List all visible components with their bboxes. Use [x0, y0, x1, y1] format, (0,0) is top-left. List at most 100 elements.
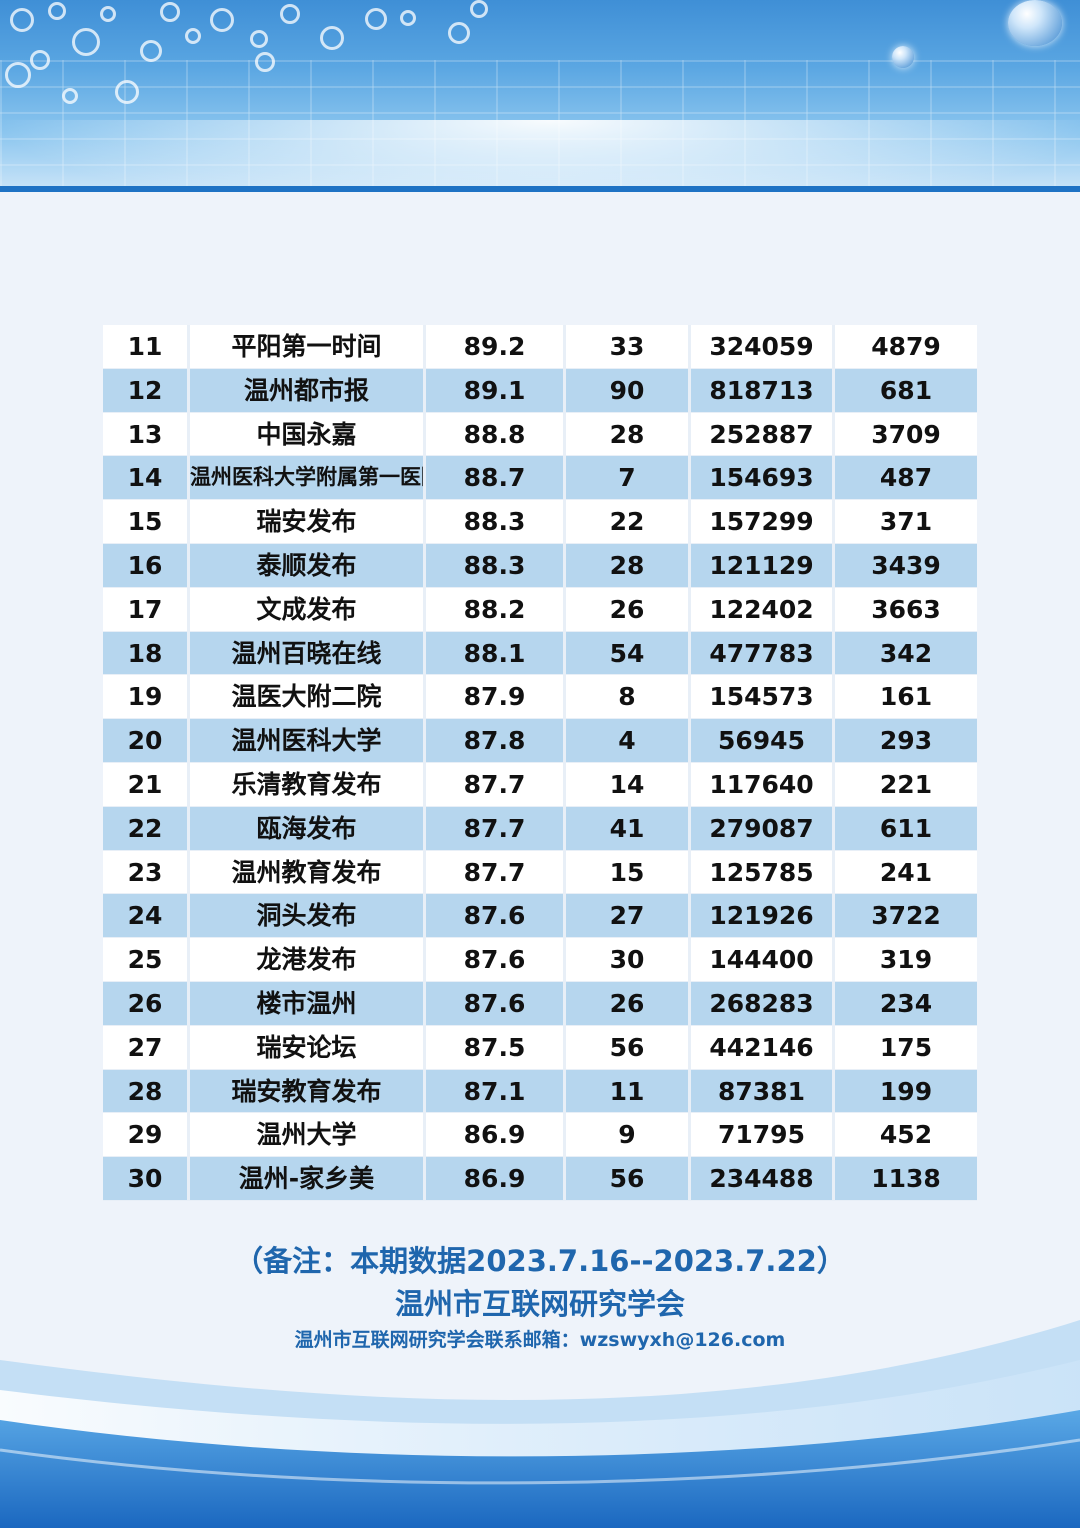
account-name-cell: 乐清教育发布 [190, 762, 426, 807]
table-row: 19 温医大附二院 87.9 8 154573 161 [103, 675, 977, 720]
table-row: 14 温州医科大学附属第一医院 88.7 7 154693 487 [103, 456, 977, 501]
index-score-cell: 88.8 [426, 412, 566, 457]
like-count-cell: 4879 [835, 325, 977, 369]
rank-cell: 24 [103, 894, 190, 939]
bubble-icon [140, 40, 162, 62]
like-count-cell: 3663 [835, 587, 977, 632]
bubble-icon [400, 10, 416, 26]
like-count-cell: 175 [835, 1025, 977, 1070]
bottom-wave [0, 1320, 1080, 1528]
rank-cell: 16 [103, 543, 190, 588]
banner-divider [0, 186, 1080, 192]
index-score-cell: 88.3 [426, 500, 566, 544]
like-count-cell: 234 [835, 981, 977, 1026]
bubble-icon [62, 88, 78, 104]
account-name-cell: 温州百晓在线 [190, 631, 426, 676]
read-count-cell: 324059 [691, 325, 835, 369]
post-count-cell: 56 [566, 1157, 691, 1201]
table-row: 12 温州都市报 89.1 90 818713 681 [103, 368, 977, 413]
banner-glow [0, 120, 1080, 190]
account-name-cell: 中国永嘉 [190, 412, 426, 457]
rank-cell: 18 [103, 631, 190, 676]
index-score-cell: 89.2 [426, 325, 566, 369]
post-count-cell: 33 [566, 325, 691, 369]
like-count-cell: 319 [835, 938, 977, 982]
index-score-cell: 87.1 [426, 1069, 566, 1114]
table-row: 24 洞头发布 87.6 27 121926 3722 [103, 894, 977, 939]
table-row: 16 泰顺发布 88.3 28 121129 3439 [103, 543, 977, 588]
bubble-icon [255, 52, 275, 72]
account-name-cell: 温州都市报 [190, 368, 426, 413]
data-period-note: （备注：本期数据2023.7.16--2023.7.22） [234, 1244, 846, 1278]
read-count-cell: 234488 [691, 1157, 835, 1201]
table-row: 26 楼市温州 87.6 26 268283 234 [103, 981, 977, 1026]
bubble-icon [448, 22, 470, 44]
rank-cell: 20 [103, 719, 190, 763]
index-score-cell: 86.9 [426, 1113, 566, 1158]
rank-cell: 19 [103, 675, 190, 720]
read-count-cell: 154573 [691, 675, 835, 720]
like-count-cell: 199 [835, 1069, 977, 1114]
read-count-cell: 442146 [691, 1025, 835, 1070]
bubble-icon [250, 30, 268, 48]
account-name-cell: 瓯海发布 [190, 806, 426, 851]
table-row: 30 温州-家乡美 86.9 56 234488 1138 [103, 1157, 977, 1201]
account-name-cell: 泰顺发布 [190, 543, 426, 588]
read-count-cell: 125785 [691, 850, 835, 895]
header-banner [0, 0, 1080, 190]
index-score-cell: 86.9 [426, 1157, 566, 1201]
index-score-cell: 87.8 [426, 719, 566, 763]
rank-cell: 28 [103, 1069, 190, 1114]
post-count-cell: 15 [566, 850, 691, 895]
post-count-cell: 26 [566, 981, 691, 1026]
table-row: 21 乐清教育发布 87.7 14 117640 221 [103, 762, 977, 807]
like-count-cell: 681 [835, 368, 977, 413]
index-score-cell: 89.1 [426, 368, 566, 413]
like-count-cell: 452 [835, 1113, 977, 1158]
table-row: 13 中国永嘉 88.8 28 252887 3709 [103, 412, 977, 457]
read-count-cell: 144400 [691, 938, 835, 982]
index-score-cell: 87.7 [426, 850, 566, 895]
post-count-cell: 28 [566, 412, 691, 457]
rank-cell: 17 [103, 587, 190, 632]
like-count-cell: 487 [835, 456, 977, 501]
post-count-cell: 9 [566, 1113, 691, 1158]
read-count-cell: 56945 [691, 719, 835, 763]
bubble-icon [185, 28, 201, 44]
table-row: 23 温州教育发布 87.7 15 125785 241 [103, 850, 977, 895]
read-count-cell: 252887 [691, 412, 835, 457]
post-count-cell: 56 [566, 1025, 691, 1070]
rank-cell: 21 [103, 762, 190, 807]
post-count-cell: 27 [566, 894, 691, 939]
like-count-cell: 611 [835, 806, 977, 851]
post-count-cell: 22 [566, 500, 691, 544]
contact-email: 温州市互联网研究学会联系邮箱：wzswyxh@126.com [294, 1329, 786, 1351]
bubble-icon [210, 8, 234, 32]
like-count-cell: 1138 [835, 1157, 977, 1201]
bubble-icon [115, 80, 139, 104]
like-count-cell: 342 [835, 631, 977, 676]
index-score-cell: 87.7 [426, 762, 566, 807]
account-name-cell: 文成发布 [190, 587, 426, 632]
index-score-cell: 88.3 [426, 543, 566, 588]
index-score-cell: 87.6 [426, 894, 566, 939]
index-score-cell: 88.7 [426, 456, 566, 501]
orb-icon [892, 46, 914, 68]
rank-cell: 12 [103, 368, 190, 413]
account-name-cell: 温州大学 [190, 1113, 426, 1158]
like-count-cell: 3722 [835, 894, 977, 939]
rank-cell: 23 [103, 850, 190, 895]
bubble-icon [470, 0, 488, 18]
post-count-cell: 8 [566, 675, 691, 720]
table-row: 28 瑞安教育发布 87.1 11 87381 199 [103, 1069, 977, 1114]
index-score-cell: 87.9 [426, 675, 566, 720]
table-row: 17 文成发布 88.2 26 122402 3663 [103, 587, 977, 632]
post-count-cell: 11 [566, 1069, 691, 1114]
rank-cell: 14 [103, 456, 190, 501]
account-name-cell: 瑞安发布 [190, 500, 426, 544]
read-count-cell: 71795 [691, 1113, 835, 1158]
post-count-cell: 14 [566, 762, 691, 807]
account-name-cell: 楼市温州 [190, 981, 426, 1026]
like-count-cell: 371 [835, 500, 977, 544]
table-row: 25 龙港发布 87.6 30 144400 319 [103, 938, 977, 982]
